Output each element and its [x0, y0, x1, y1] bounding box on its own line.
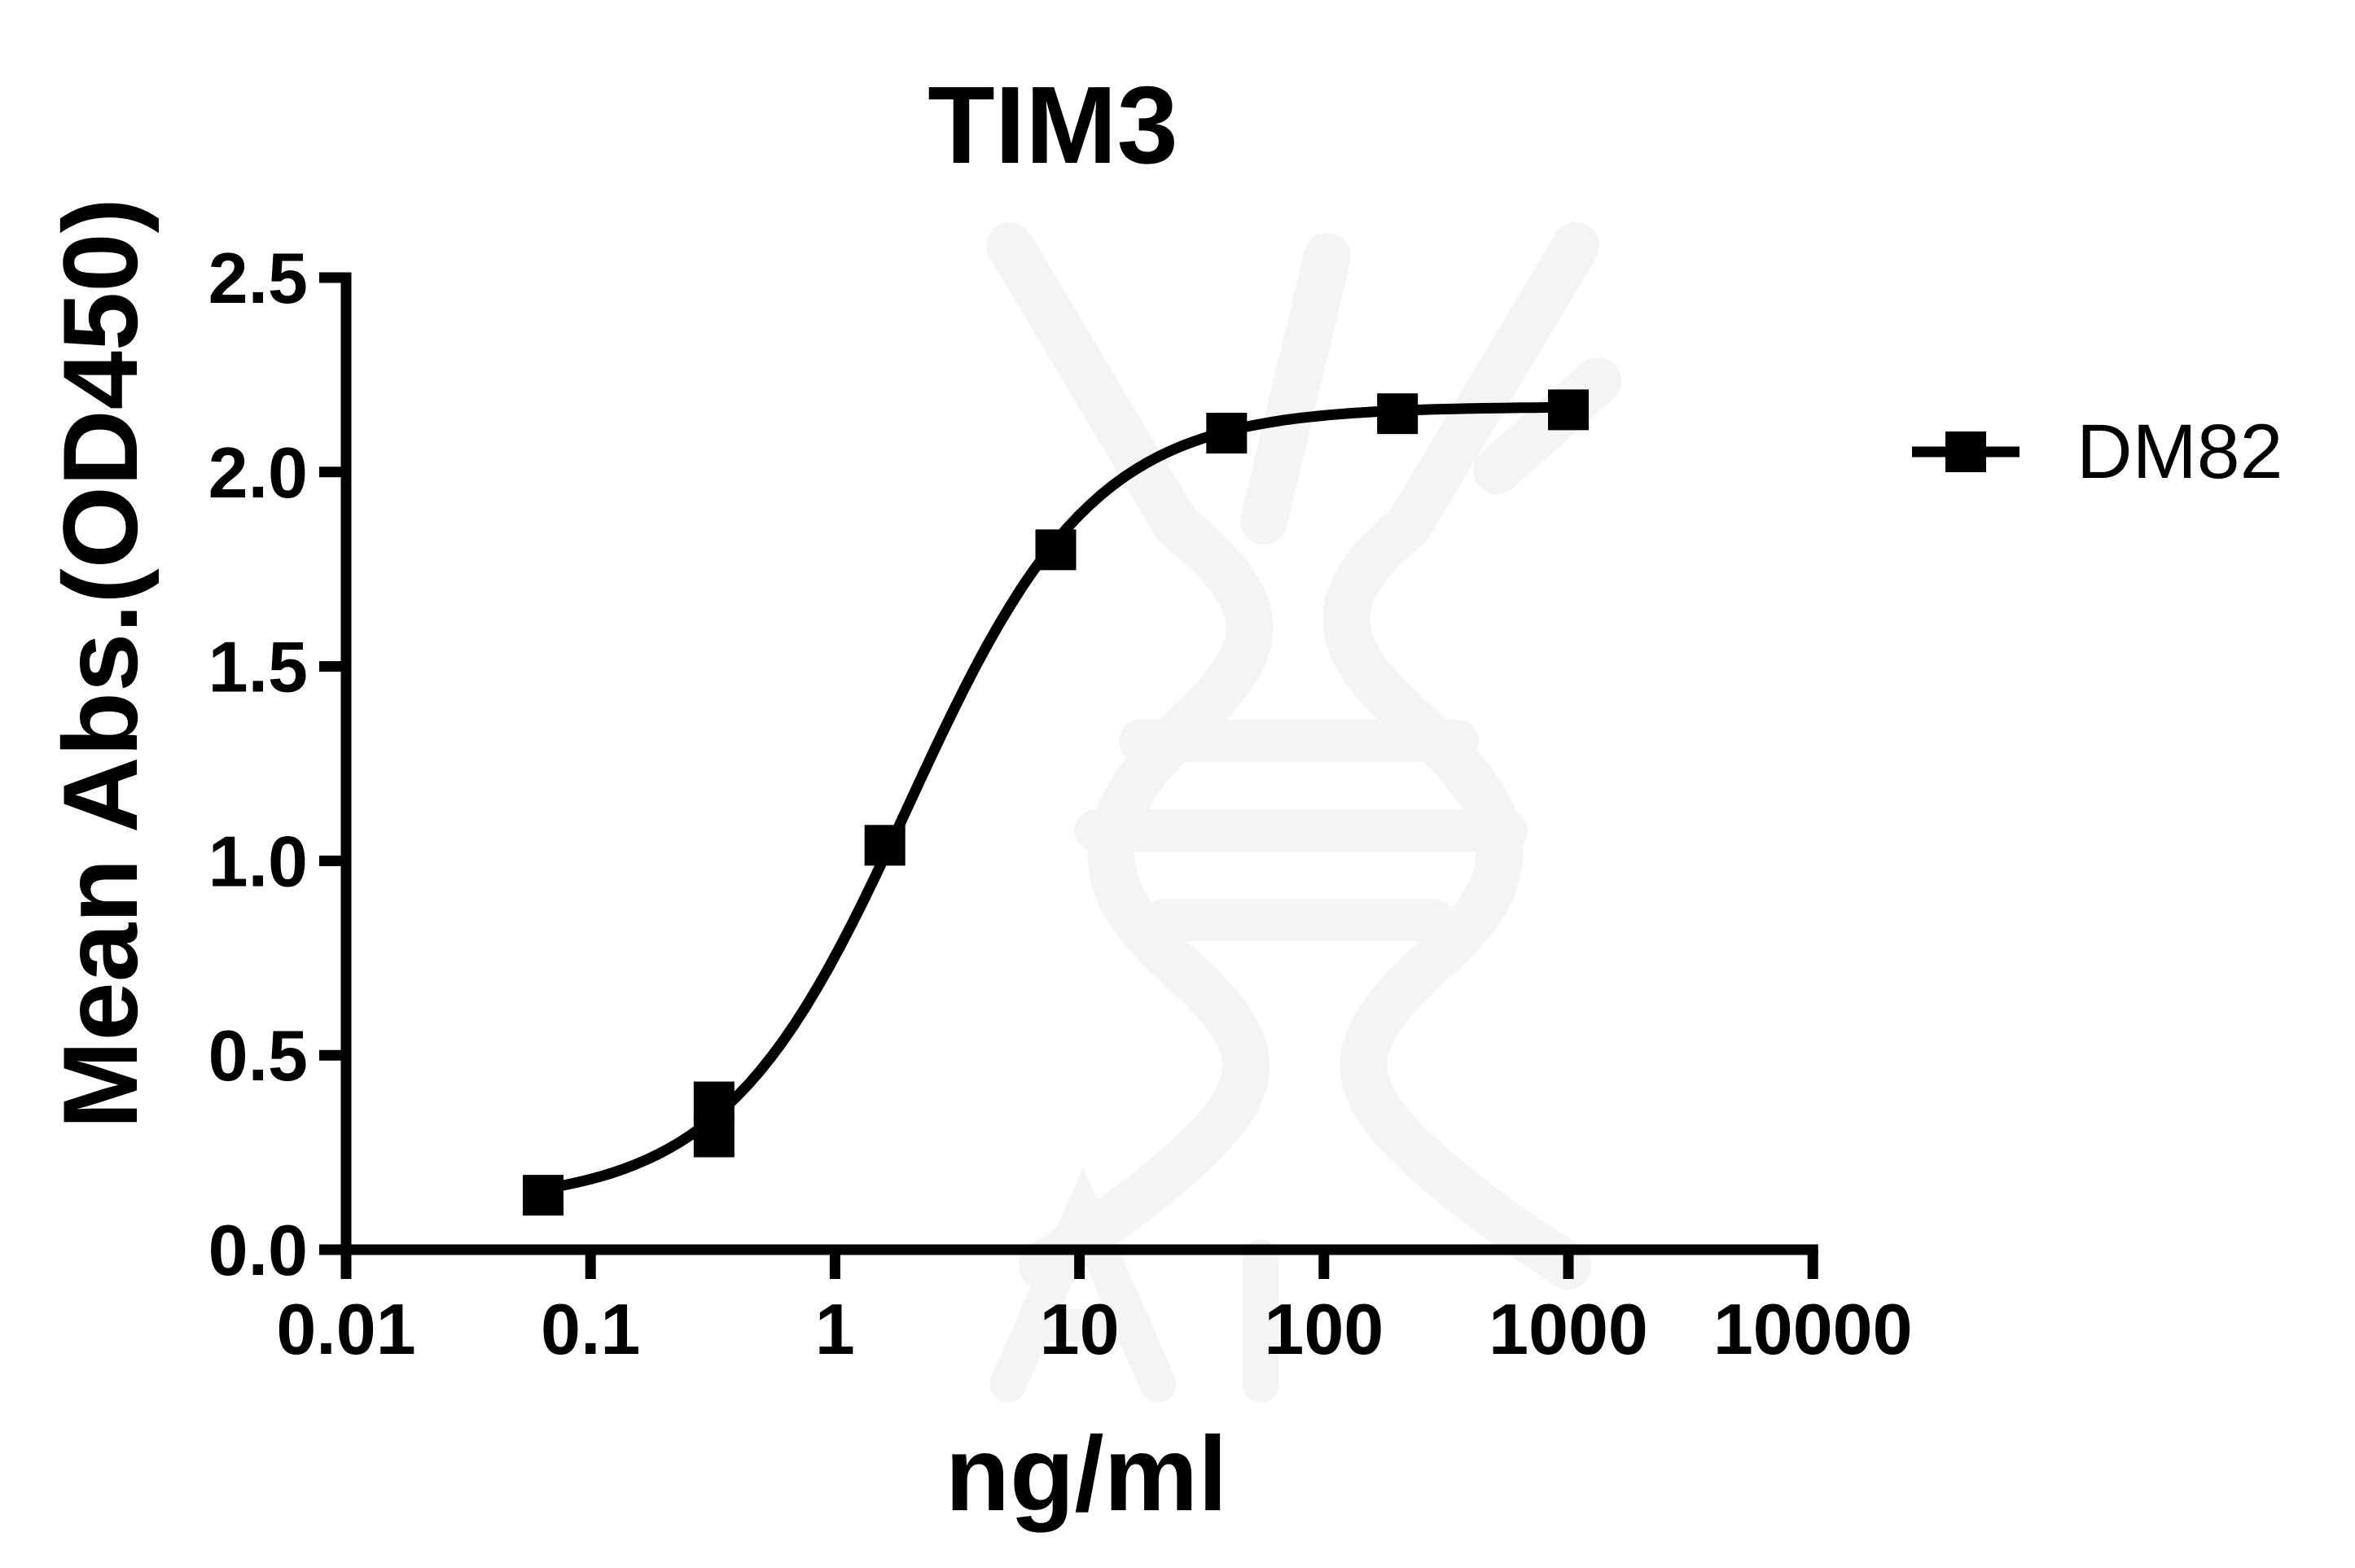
y-tick-label: 1.5 [208, 627, 308, 707]
y-tick-label: 0.5 [208, 1015, 308, 1096]
legend-series-label: DM82 [2077, 409, 2283, 495]
chart-title: TIM3 [928, 64, 1178, 186]
x-tick-label: 1000 [1489, 1289, 1648, 1369]
x-axis-title: ng/ml [945, 1414, 1228, 1533]
y-tick-label: 1.0 [208, 821, 308, 901]
x-tick-label: 100 [1264, 1289, 1384, 1369]
data-point-square-marker [693, 1081, 735, 1123]
data-point-square-marker [693, 1116, 735, 1158]
x-tick-label: 0.01 [276, 1289, 415, 1369]
data-point-square-marker [864, 825, 906, 866]
x-tick-label: 10 [1040, 1289, 1120, 1369]
axes [319, 272, 1818, 1255]
dna-helix-watermark [986, 222, 1621, 1403]
y-tick-label: 0.0 [208, 1210, 308, 1290]
y-axis-title: Mean Abs.(OD450) [41, 198, 160, 1129]
data-point-square-marker [1035, 529, 1077, 571]
data-series [523, 389, 1589, 1216]
watermark-letter-fragments [989, 1167, 1279, 1403]
x-tick-label: 1 [815, 1289, 855, 1369]
x-tick-label: 10000 [1713, 1289, 1913, 1369]
y-tick-label: 2.5 [208, 238, 308, 318]
tick-labels: 0.01 0.1 1 10 100 1000 10000 0.0 0.5 1.0 1.5 2.0 2.5 [208, 238, 1913, 1369]
tick-marks [319, 272, 1818, 1279]
data-point-square-marker [1206, 413, 1248, 454]
legend-square-marker-icon [1945, 431, 1986, 472]
x-tick-label: 0.1 [541, 1289, 640, 1369]
y-tick-label: 2.0 [208, 432, 308, 513]
data-point-square-marker [1377, 393, 1419, 435]
data-point-square-marker [1548, 389, 1589, 431]
legend: DM82 [1912, 409, 2283, 495]
data-point-square-marker [523, 1175, 564, 1216]
